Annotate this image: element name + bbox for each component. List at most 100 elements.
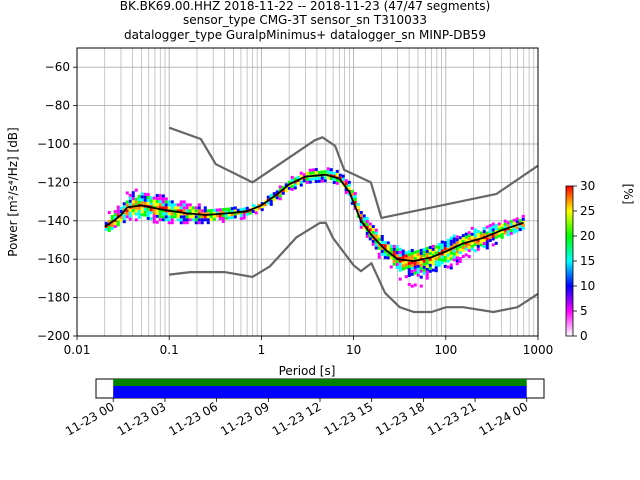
pdf-cell bbox=[494, 232, 498, 236]
pdf-cell bbox=[212, 217, 216, 221]
pdf-cell bbox=[392, 256, 396, 260]
pdf-cell bbox=[512, 227, 516, 231]
pdf-cell bbox=[218, 214, 222, 218]
pdf-cell bbox=[233, 212, 237, 216]
pdf-cell bbox=[176, 209, 180, 213]
pdf-cell bbox=[167, 203, 171, 207]
pdf-cell bbox=[221, 213, 225, 217]
pdf-cell bbox=[158, 209, 162, 213]
pdf-cell bbox=[188, 209, 192, 213]
pdf-cell bbox=[410, 284, 414, 288]
pdf-cell bbox=[473, 228, 477, 232]
plot-area: 0.01 0.1 1 10 100 1000 −200 −180 −160 −140 −120 −1… bbox=[37, 47, 553, 357]
pdf-cell bbox=[461, 234, 465, 238]
pdf-cell bbox=[125, 209, 129, 213]
pdf-cell bbox=[443, 244, 447, 248]
pdf-cell bbox=[140, 192, 144, 196]
pdf-cell bbox=[395, 263, 399, 267]
pdf-cell bbox=[191, 206, 195, 210]
pdf-cell bbox=[413, 250, 417, 254]
pdf-cell bbox=[377, 234, 381, 238]
pdf-cell bbox=[140, 207, 144, 211]
pdf-cell bbox=[284, 189, 288, 193]
pdf-cell bbox=[155, 196, 159, 200]
pdf-cell bbox=[149, 208, 153, 212]
pdf-cell bbox=[158, 206, 162, 210]
pdf-cell bbox=[413, 283, 417, 287]
pdf-cell bbox=[431, 262, 435, 266]
pdf-cell bbox=[254, 211, 258, 215]
pdf-cell bbox=[272, 198, 276, 202]
pdf-cell bbox=[476, 241, 480, 245]
pdf-cell bbox=[449, 245, 453, 249]
series-model-high-line bbox=[168, 126, 539, 219]
pdf-cell bbox=[425, 270, 429, 274]
pdf-cell bbox=[326, 167, 330, 171]
pdf-cell bbox=[479, 240, 483, 244]
pdf-cell bbox=[437, 263, 441, 267]
pdf-cell bbox=[170, 203, 174, 207]
pdf-cell bbox=[188, 206, 192, 210]
pdf-cell bbox=[404, 260, 408, 264]
pdf-cell bbox=[290, 178, 294, 182]
pdf-cell bbox=[167, 212, 171, 216]
pdf-cell bbox=[224, 210, 228, 214]
pdf-cell bbox=[371, 224, 375, 228]
pdf-cell bbox=[455, 238, 459, 242]
pdf-cell bbox=[173, 206, 177, 210]
pdf-cell bbox=[431, 268, 435, 272]
pdf-cell bbox=[146, 201, 150, 205]
pdf-cell bbox=[479, 243, 483, 247]
series-mode-line bbox=[104, 173, 524, 263]
pdf-cell bbox=[203, 209, 207, 213]
pdf-cell bbox=[410, 263, 414, 267]
pdf-cell bbox=[200, 209, 204, 213]
pdf-cell bbox=[506, 224, 510, 228]
y-tick-label: −180 bbox=[37, 291, 70, 305]
pdf-cell bbox=[497, 228, 501, 232]
pdf-cell bbox=[176, 212, 180, 216]
pdf-cell bbox=[368, 237, 372, 241]
pdf-cell bbox=[206, 212, 210, 216]
pdf-cell bbox=[449, 248, 453, 252]
pdf-cell bbox=[266, 201, 270, 205]
title-line-2: sensor_type CMG-3T sensor_sn T310033 bbox=[183, 13, 427, 27]
pdf-cell bbox=[104, 221, 108, 225]
pdf-cell bbox=[272, 192, 276, 196]
pdf-cell bbox=[455, 262, 459, 266]
pdf-cell bbox=[518, 228, 522, 232]
timeline-tick-label: 11-23 03 bbox=[115, 399, 169, 438]
pdf-cell bbox=[338, 176, 342, 180]
pdf-cell bbox=[434, 263, 438, 267]
pdf-cell bbox=[239, 208, 243, 212]
pdf-cell bbox=[161, 206, 165, 210]
pdf-cell bbox=[491, 222, 495, 226]
pdf-cell bbox=[383, 244, 387, 248]
colorbar-tick-label: 25 bbox=[580, 204, 595, 218]
pdf-cell bbox=[365, 219, 369, 223]
pdf-cell bbox=[110, 218, 114, 222]
pdf-cell bbox=[479, 234, 483, 238]
pdf-cell bbox=[155, 211, 159, 215]
pdf-cell bbox=[254, 208, 258, 212]
pdf-cell bbox=[281, 185, 285, 189]
pdf-cell bbox=[410, 257, 414, 261]
pdf-cell bbox=[131, 203, 135, 207]
pdf-cell bbox=[131, 194, 135, 198]
pdf-cell bbox=[410, 266, 414, 270]
pdf-cell bbox=[422, 250, 426, 254]
pdf-cell bbox=[515, 229, 519, 233]
pdf-cell bbox=[458, 245, 462, 249]
pdf-cell bbox=[497, 225, 501, 229]
pdf-cell bbox=[500, 235, 504, 239]
pdf-cell bbox=[362, 214, 366, 218]
pdf-cell bbox=[221, 219, 225, 223]
pdf-cell bbox=[293, 186, 297, 190]
pdf-cell bbox=[239, 217, 243, 221]
pdf-cell bbox=[458, 257, 462, 261]
pdf-cell bbox=[419, 269, 423, 273]
pdf-cell bbox=[203, 218, 207, 222]
pdf-cell bbox=[131, 209, 135, 213]
pdf-cell bbox=[440, 246, 444, 250]
pdf-cell bbox=[197, 221, 201, 225]
